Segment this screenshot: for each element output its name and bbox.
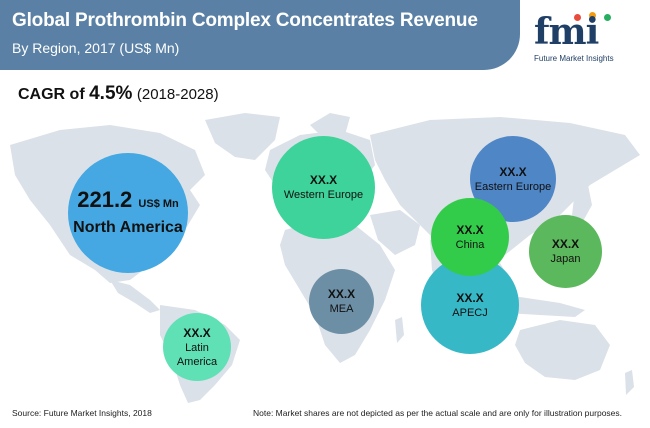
- cagr-label: CAGR of 4.5% (2018-2028): [18, 83, 219, 105]
- mea-label: MEA: [329, 303, 354, 315]
- new-zealand-shape: [625, 370, 634, 395]
- logo-letters: fmi: [534, 11, 599, 53]
- china-label: China: [455, 238, 485, 251]
- bubble-western-europe: XX.X Western Europe: [272, 136, 375, 239]
- source-note: Source: Future Market Insights, 2018: [12, 408, 152, 418]
- mea-value: XX.X: [327, 287, 356, 301]
- cagr-value: 4.5%: [89, 83, 133, 104]
- latin-america-label-line1: Latin: [185, 341, 209, 354]
- disclaimer-note: Note: Market shares are not depicted as …: [253, 408, 623, 418]
- greenland-shape: [205, 113, 280, 160]
- apecj-label: APECJ: [452, 306, 488, 319]
- apecj-value: XX.X: [456, 290, 484, 305]
- north-america-label: North America: [73, 219, 183, 236]
- title-banner: Global Prothrombin Complex Concentrates …: [0, 0, 520, 70]
- bubble-japan: XX.X Japan: [529, 215, 602, 288]
- japan-value: XX.X: [551, 237, 580, 251]
- central-america-shape: [110, 280, 160, 313]
- bubble-mea: XX.X MEA: [309, 269, 374, 334]
- japan-shape: [572, 185, 592, 223]
- china-value: XX.X: [456, 222, 484, 237]
- logo-dot-green: [604, 14, 611, 21]
- madagascar-shape: [395, 317, 404, 343]
- bubble-north-america: 221.2 US$ Mn North America: [68, 153, 188, 273]
- eastern-europe-value: XX.X: [499, 164, 527, 179]
- western-europe-label: Western Europe: [283, 189, 364, 201]
- north-america-value: 221.2: [77, 187, 133, 212]
- north-america-value-line: 221.2 US$ Mn: [77, 187, 179, 217]
- latin-america-label-line2: America: [176, 355, 218, 368]
- logo-dot-orange: [589, 12, 596, 19]
- eastern-europe-label: Eastern Europe: [474, 180, 552, 193]
- chart-subtitle: By Region, 2017 (US$ Mn): [12, 40, 180, 56]
- logo-dot-red: [574, 14, 581, 21]
- scandinavia-shape: [310, 113, 350, 140]
- cagr-prefix: CAGR of: [18, 86, 85, 103]
- logo-tagline: Future Market Insights: [534, 54, 614, 63]
- fmi-logo: fmi Future Market Insights: [528, 8, 644, 66]
- bubble-china: XX.X China: [431, 198, 509, 276]
- middle-east-shape: [370, 210, 420, 255]
- japan-label: Japan: [550, 253, 581, 265]
- australia-shape: [515, 320, 610, 380]
- cagr-period: (2018-2028): [136, 86, 219, 103]
- latin-america-value: XX.X: [183, 325, 211, 340]
- bubble-latin-america: XX.X Latin America: [163, 313, 231, 381]
- chart-title: Global Prothrombin Complex Concentrates …: [12, 10, 478, 31]
- north-america-unit: US$ Mn: [138, 198, 179, 210]
- western-europe-value: XX.X: [309, 173, 338, 187]
